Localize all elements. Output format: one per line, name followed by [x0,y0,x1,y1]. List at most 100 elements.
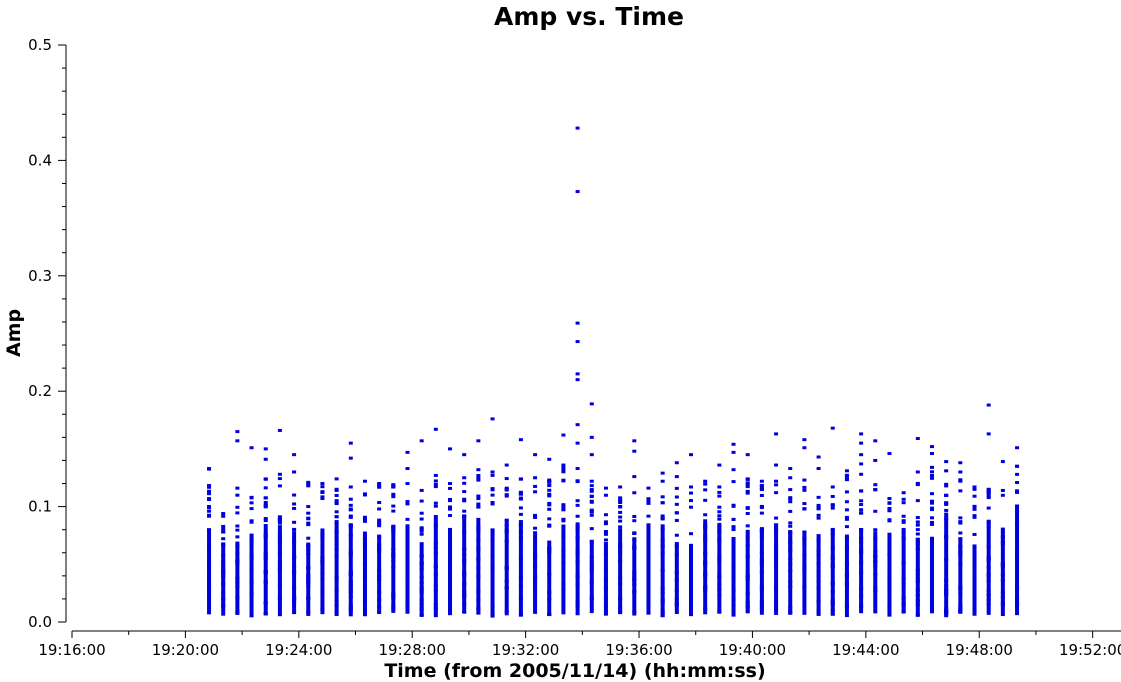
data-point [320,495,325,499]
data-point [518,506,523,510]
data-point [533,575,538,579]
data-point [306,584,311,588]
data-point [334,578,339,582]
x-tick-label: 19:52:00 [1059,641,1121,659]
data-point [462,574,467,578]
data-point [986,558,991,562]
data-point [802,569,807,573]
data-point [944,508,949,512]
data-point [448,557,453,561]
data-point [802,553,807,557]
data-point [575,525,580,529]
data-point [263,501,268,505]
data-point [419,608,424,612]
data-point [405,517,410,521]
data-point [462,610,467,614]
data-point [221,562,226,566]
time-column [362,479,367,617]
data-point [859,604,864,608]
data-point [986,572,991,576]
data-point [277,564,282,568]
data-point [320,590,325,594]
data-point [207,497,212,501]
y-tick-label: 0.3 [28,267,52,285]
outlier-point [263,457,268,461]
data-point [547,501,552,505]
data-point [207,578,212,582]
data-point [362,519,367,523]
data-point [462,514,467,518]
data-point [859,587,864,591]
data-point [915,572,920,576]
time-column [419,439,424,617]
data-point [689,491,694,495]
data-point [277,472,282,476]
x-tick-label: 19:20:00 [152,641,219,659]
data-point [504,539,509,543]
data-point [433,504,438,508]
data-point [207,596,212,600]
data-point [788,580,793,584]
outlier-point [1015,446,1020,450]
data-point [476,476,481,480]
data-point [1000,488,1005,492]
data-point [419,602,424,606]
data-point [490,614,495,618]
outlier-point [859,432,864,436]
data-point [774,516,779,520]
data-point [618,582,623,586]
data-point [362,516,367,520]
data-point [362,562,367,566]
data-point [958,553,963,557]
y-tick-label: 0.2 [28,382,52,400]
data-point [348,589,353,593]
amp-band [901,531,906,613]
data-point [703,479,708,483]
data-point [334,522,339,526]
data-point [249,556,254,560]
data-point [802,566,807,570]
data-point [759,479,764,483]
data-point [873,549,878,553]
outlier-point [589,402,594,406]
data-point [277,584,282,588]
data-point [306,597,311,601]
data-point [632,573,637,577]
data-point [901,520,906,524]
data-point [830,503,835,507]
data-point [788,536,793,540]
data-point [419,561,424,565]
data-point [476,468,481,472]
data-point [703,560,708,564]
data-point [958,587,963,591]
data-point [887,582,892,586]
data-point [263,535,268,539]
data-point [632,583,637,587]
data-point [660,591,665,595]
data-point [859,540,864,544]
data-point [830,546,835,550]
data-point [830,590,835,594]
data-point [887,535,892,539]
data-point [433,523,438,527]
data-point [263,612,268,616]
data-point [958,531,963,535]
amp-band [547,540,552,616]
data-point [306,580,311,584]
data-point [235,544,240,548]
data-point [689,579,694,583]
data-point [717,517,722,521]
data-point [859,594,864,598]
data-point [788,569,793,573]
time-column [660,471,665,618]
data-point [717,494,722,498]
data-point [958,520,963,524]
data-point [929,573,934,577]
data-point [462,558,467,562]
data-point [958,470,963,474]
data-point [915,520,920,524]
data-point [646,603,651,607]
data-point [518,523,523,527]
data-point [334,529,339,533]
data-point [844,604,849,608]
